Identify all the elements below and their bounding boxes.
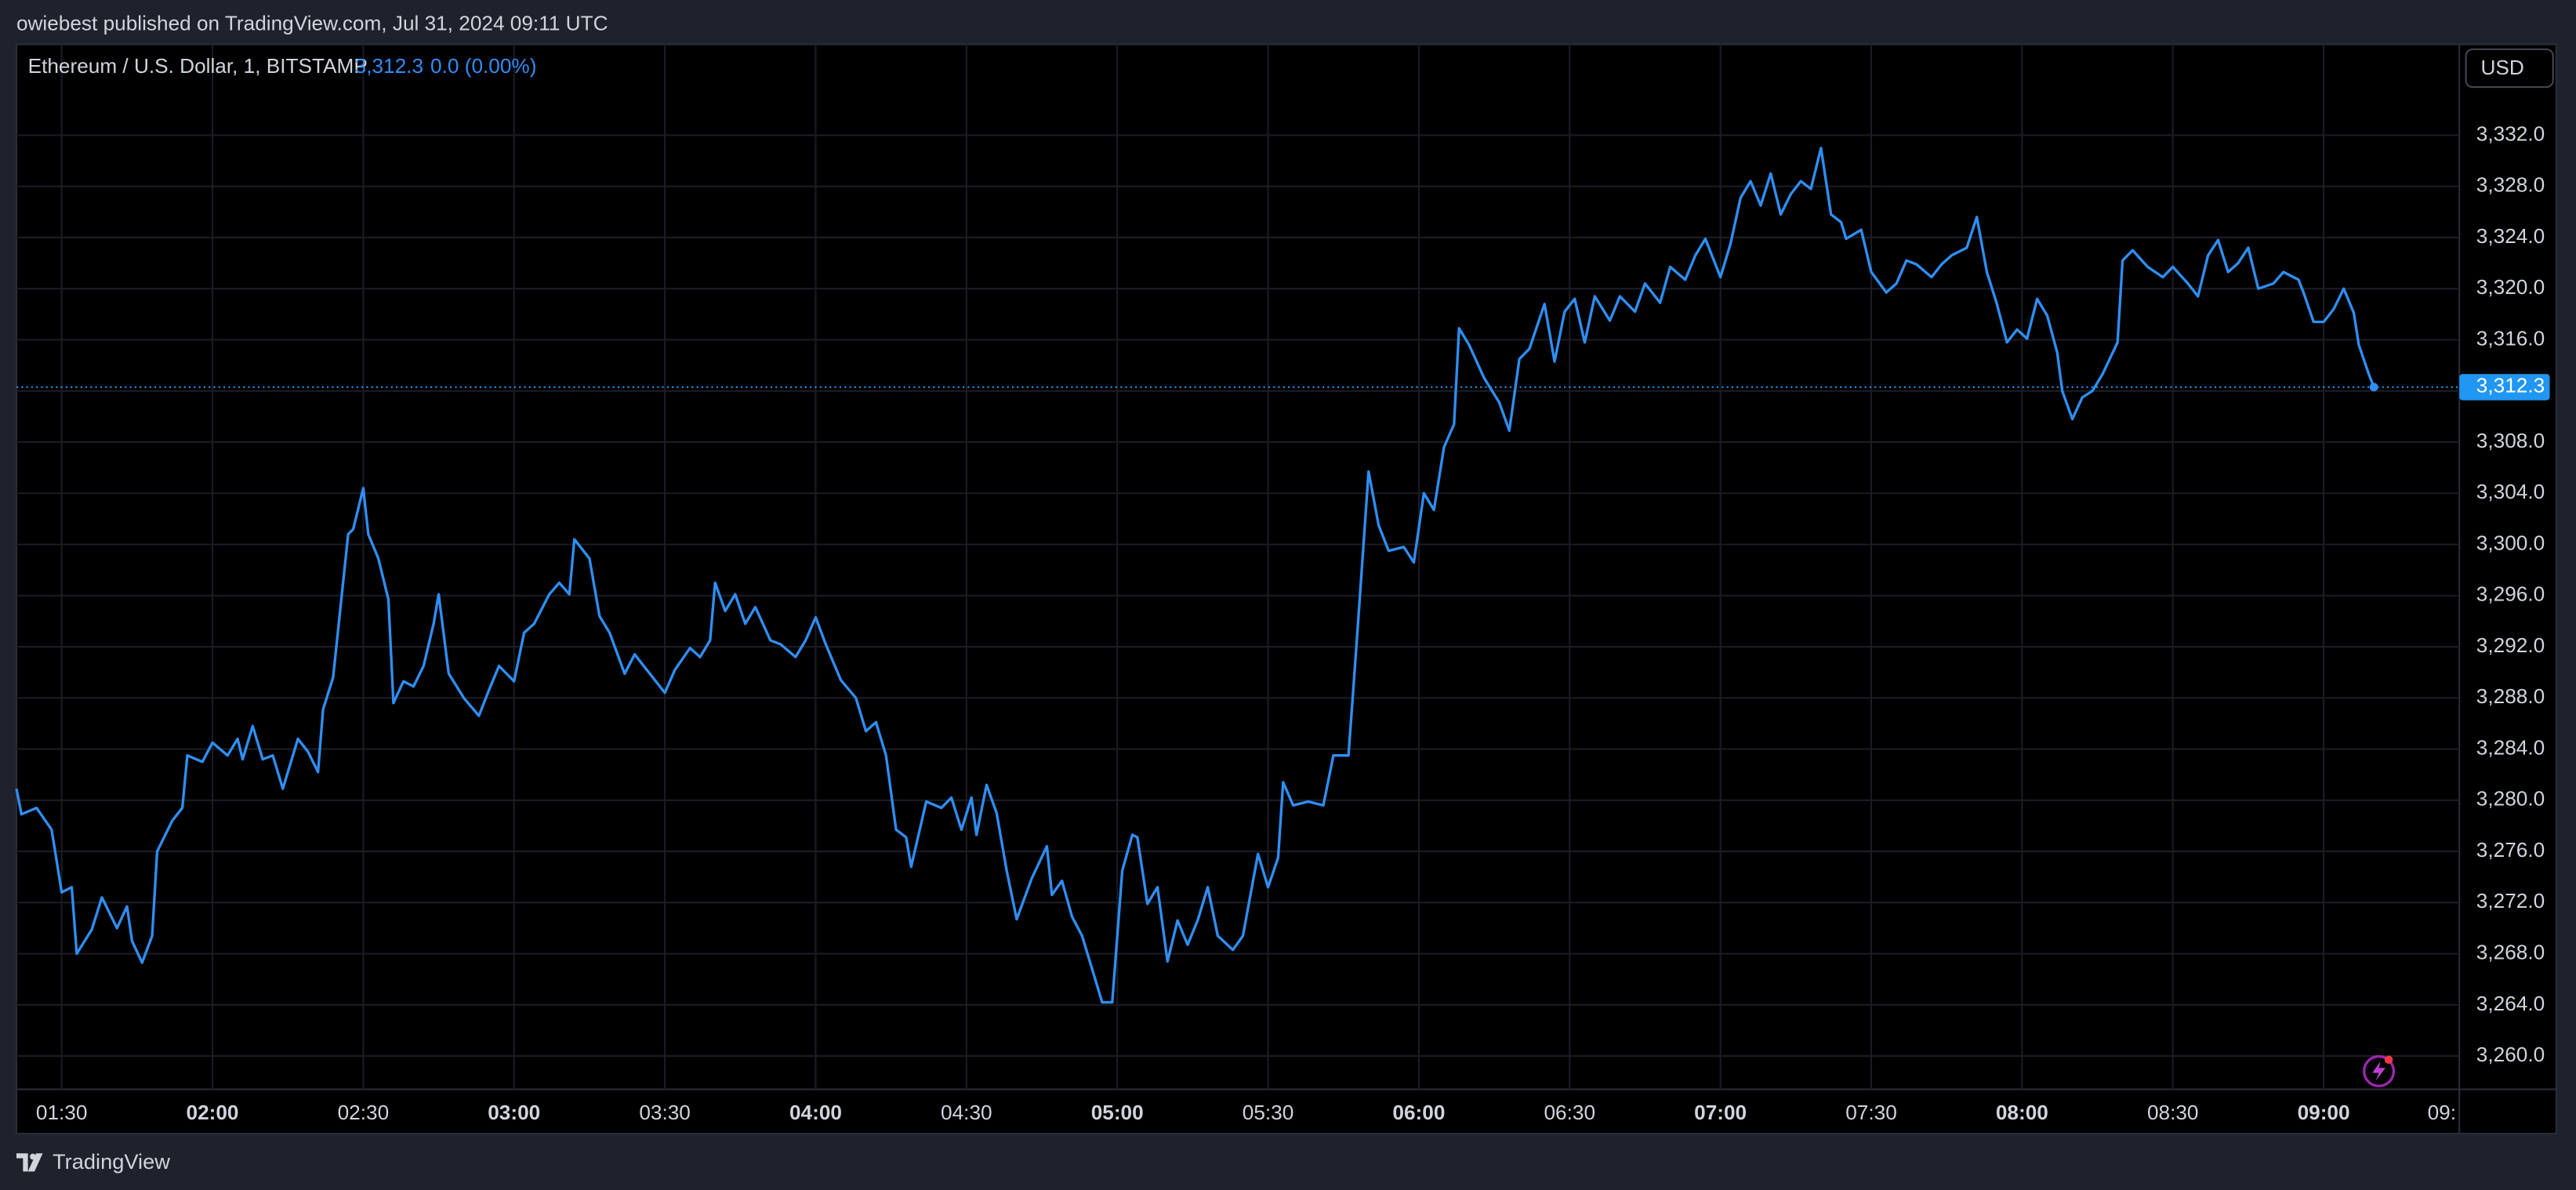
x-tick-label: 01:30 — [36, 1101, 88, 1124]
y-tick-label: 3,300.0 — [2476, 531, 2545, 554]
x-tick-label: 04:00 — [789, 1101, 842, 1124]
current-price-label: 3,312.3 — [2476, 374, 2545, 397]
plot — [15, 147, 2460, 1004]
legend-price: 3,312.3 — [355, 54, 423, 78]
x-tick-label: 05:30 — [1243, 1101, 1294, 1124]
current-price-badge — [2459, 374, 2550, 401]
legend-change: 0.0 (0.00%) — [430, 54, 536, 78]
currency-button[interactable] — [2465, 48, 2554, 89]
y-tick-label: 3,292.0 — [2476, 633, 2545, 657]
y-tick-label: 3,304.0 — [2476, 480, 2545, 503]
x-tick-label: 08:30 — [2147, 1101, 2199, 1124]
y-tick-label: 3,268.0 — [2476, 941, 2545, 964]
x-tick-label: 06:30 — [1544, 1101, 1596, 1124]
logo-slash — [27, 1153, 43, 1172]
y-tick-label: 3,308.0 — [2476, 429, 2545, 452]
y-tick-label: 3,332.0 — [2476, 122, 2545, 145]
grid — [16, 44, 2460, 1090]
price-line-series — [15, 147, 2375, 1004]
y-tick-label: 3,296.0 — [2476, 582, 2545, 606]
y-tick-label: 3,272.0 — [2476, 889, 2545, 912]
x-tick-label: 09:00 — [2298, 1101, 2350, 1124]
brand-logo — [16, 1153, 43, 1172]
y-tick-label: 3,288.0 — [2476, 684, 2545, 708]
x-tick-label: 04:30 — [941, 1101, 992, 1124]
chart-frame — [15, 43, 2557, 1135]
x-tick-label: 08:00 — [1996, 1101, 2048, 1124]
y-tick-label: 3,316.0 — [2476, 326, 2545, 350]
x-tick-label: 06:00 — [1392, 1101, 1445, 1124]
axes: 3,260.0 3,264.0 3,268.0 3,272.0 3,276.0 3,280… — [36, 122, 2550, 1124]
y-tick-label: 3,260.0 — [2476, 1043, 2545, 1066]
y-tick-label: 3,264.0 — [2476, 992, 2545, 1015]
x-tick-label: 02:00 — [187, 1101, 239, 1124]
x-tick-label: 03:00 — [488, 1101, 540, 1124]
legend-symbol: Ethereum / U.S. Dollar, 1, BITSTAMP — [28, 54, 368, 78]
x-tick-label: 07:30 — [1845, 1101, 1897, 1124]
x-tick-label: 05:00 — [1091, 1101, 1144, 1124]
brand-name: TradingView — [53, 1149, 170, 1174]
published-note: owiebest published on TradingView.com, J… — [16, 11, 608, 34]
x-tick-label: 02:30 — [338, 1101, 390, 1124]
y-tick-label: 3,276.0 — [2476, 838, 2545, 862]
y-tick-label: 3,328.0 — [2476, 173, 2545, 197]
x-tick-label: 09: — [2428, 1101, 2456, 1124]
logo-seven — [16, 1153, 28, 1172]
x-tick-label: 07:00 — [1694, 1101, 1747, 1124]
lightning-bolt[interactable] — [2372, 1061, 2386, 1082]
y-tick-label: 3,284.0 — [2476, 735, 2545, 759]
lightning-circle[interactable] — [2362, 1054, 2396, 1088]
y-tick-label: 3,280.0 — [2476, 787, 2545, 811]
y-tick-label: 3,320.0 — [2476, 275, 2545, 299]
currency-button-label[interactable]: USD — [2480, 56, 2523, 79]
x-tick-label: 03:30 — [639, 1101, 691, 1124]
y-tick-label: 3,324.0 — [2476, 224, 2545, 248]
notification-dot[interactable] — [2384, 1055, 2393, 1065]
lightning-icon[interactable] — [2362, 1054, 2396, 1088]
